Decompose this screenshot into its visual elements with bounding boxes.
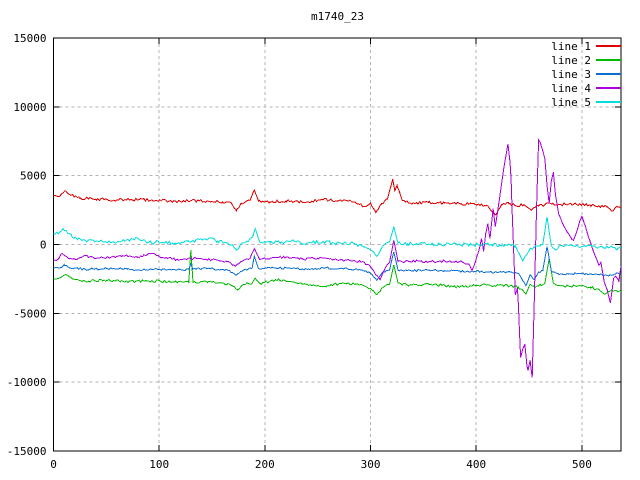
legend-line-sample — [596, 45, 621, 47]
x-tick-label: 500 — [572, 458, 592, 471]
legend-entry: line 3 — [551, 67, 621, 81]
x-tick-label: 300 — [361, 458, 381, 471]
y-tick-label: -15000 — [7, 445, 47, 458]
y-tick-label: 10000 — [13, 101, 46, 114]
x-tick-label: 200 — [255, 458, 275, 471]
x-tick-label: 0 — [50, 458, 57, 471]
series-line-1 — [53, 178, 621, 216]
y-tick-label: 15000 — [13, 32, 46, 45]
series-line-3 — [53, 246, 621, 287]
y-tick-label: 0 — [40, 239, 47, 252]
legend-entry: line 4 — [551, 81, 621, 95]
legend-line-sample — [596, 59, 621, 61]
chart-title: m1740_23 — [311, 10, 364, 23]
legend-line-sample — [596, 73, 621, 75]
legend-label: line 1 — [551, 39, 591, 53]
series-line-5 — [53, 216, 621, 263]
legend-label: line 3 — [551, 67, 591, 81]
series-line-4 — [53, 138, 621, 378]
x-tick-label: 400 — [466, 458, 486, 471]
legend: line 1 line 2 line 3 line 4 line 5 — [551, 39, 621, 109]
y-tick-label: -5000 — [13, 307, 46, 320]
legend-label: line 5 — [551, 95, 591, 109]
legend-line-sample — [596, 101, 621, 103]
y-tick-label: -10000 — [7, 376, 47, 389]
legend-entry: line 1 — [551, 39, 621, 53]
x-tick-label: 100 — [149, 458, 169, 471]
legend-line-sample — [596, 87, 621, 89]
series-line-2 — [53, 249, 621, 296]
legend-entry: line 2 — [551, 53, 621, 67]
legend-label: line 4 — [551, 81, 591, 95]
y-tick-label: 5000 — [20, 170, 47, 183]
legend-label: line 2 — [551, 53, 591, 67]
legend-entry: line 5 — [551, 95, 621, 109]
